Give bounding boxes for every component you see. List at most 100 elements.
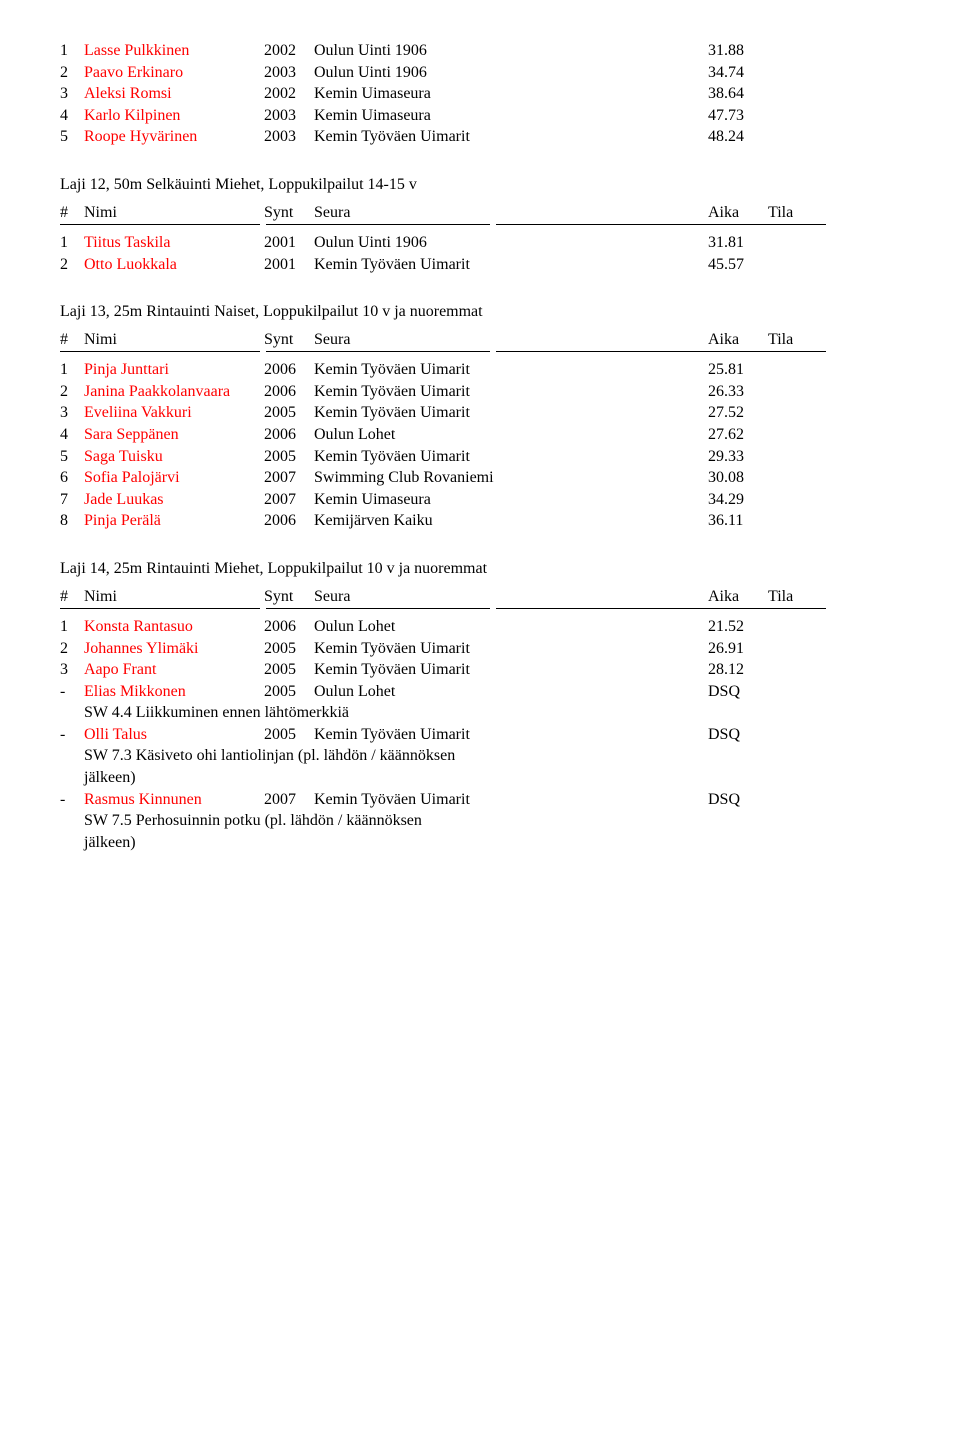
results-section: Laji 12, 50m Selkäuinti Miehet, Loppukil… bbox=[60, 176, 900, 275]
header-tila: Tila bbox=[768, 204, 828, 222]
row-seura: Oulun Lohet bbox=[314, 616, 494, 638]
row-aika: 38.64 bbox=[708, 83, 768, 105]
results-section: Laji 14, 25m Rintauinti Miehet, Loppukil… bbox=[60, 560, 900, 854]
table-row: -Rasmus Kinnunen2007Kemin Työväen Uimari… bbox=[60, 789, 900, 811]
row-num: 4 bbox=[60, 105, 84, 127]
header-aika: Aika bbox=[708, 204, 768, 222]
table-row: 1Tiitus Taskila2001Oulun Uinti 1906 31.81 bbox=[60, 232, 900, 254]
row-aika: 27.52 bbox=[708, 402, 768, 424]
row-num: 3 bbox=[60, 402, 84, 424]
row-name: Tiitus Taskila bbox=[84, 232, 264, 254]
row-aika: 45.57 bbox=[708, 254, 768, 276]
row-seura: Kemin Uimaseura bbox=[314, 105, 494, 127]
table-row: 4Karlo Kilpinen2003Kemin Uimaseura47.73 bbox=[60, 105, 900, 127]
header-num: # bbox=[60, 588, 84, 606]
header-seura: Seura bbox=[314, 331, 494, 349]
table-row: 8Pinja Perälä2006Kemijärven Kaiku36.11 bbox=[60, 510, 900, 532]
row-name: Pinja Perälä bbox=[84, 510, 264, 532]
row-num: - bbox=[60, 724, 84, 746]
row-num: 2 bbox=[60, 254, 84, 276]
table-row: 3Aleksi Romsi2002Kemin Uimaseura38.64 bbox=[60, 83, 900, 105]
row-aika: 26.33 bbox=[708, 381, 768, 403]
row-name: Eveliina Vakkuri bbox=[84, 402, 264, 424]
header-synt: Synt bbox=[264, 204, 314, 222]
row-synt: 2007 bbox=[264, 467, 314, 489]
row-seura: Kemin Työväen Uimarit bbox=[314, 254, 494, 276]
table-row: 1Konsta Rantasuo2006Oulun Lohet21.52 bbox=[60, 616, 900, 638]
row-name: Paavo Erkinaro bbox=[84, 62, 264, 84]
table-row: 5Roope Hyvärinen2003Kemin Työväen Uimari… bbox=[60, 126, 900, 148]
row-synt: 2007 bbox=[264, 789, 314, 811]
row-name: Jade Luukas bbox=[84, 489, 264, 511]
row-num: 8 bbox=[60, 510, 84, 532]
table-divider bbox=[60, 608, 900, 610]
section-title: Laji 13, 25m Rintauinti Naiset, Loppukil… bbox=[60, 303, 900, 321]
row-aika: 31.81 bbox=[708, 232, 768, 254]
table-header-row: #NimiSyntSeuraAikaTila bbox=[60, 588, 900, 606]
row-name: Konsta Rantasuo bbox=[84, 616, 264, 638]
row-seura: Kemin Uimaseura bbox=[314, 83, 494, 105]
row-aika: DSQ bbox=[708, 724, 768, 746]
row-num: 2 bbox=[60, 638, 84, 660]
row-num: 3 bbox=[60, 659, 84, 681]
header-name: Nimi bbox=[84, 588, 264, 606]
row-synt: 2001 bbox=[264, 232, 314, 254]
table-divider bbox=[60, 224, 900, 226]
table-row: -Elias Mikkonen2005Oulun LohetDSQ bbox=[60, 681, 900, 703]
table-row: 7Jade Luukas2007Kemin Uimaseura34.29 bbox=[60, 489, 900, 511]
row-synt: 2006 bbox=[264, 424, 314, 446]
table-header-row: #NimiSyntSeuraAikaTila bbox=[60, 331, 900, 349]
row-name: Johannes Ylimäki bbox=[84, 638, 264, 660]
row-note: SW 7.5 Perhosuinnin potku (pl. lähdön / … bbox=[84, 810, 900, 853]
row-seura: Oulun Uinti 1906 bbox=[314, 40, 494, 62]
results-section: 1Lasse Pulkkinen2002Oulun Uinti 190631.8… bbox=[60, 40, 900, 148]
row-synt: 2005 bbox=[264, 446, 314, 468]
results-section: Laji 13, 25m Rintauinti Naiset, Loppukil… bbox=[60, 303, 900, 532]
row-seura: Kemin Työväen Uimarit bbox=[314, 381, 494, 403]
header-name: Nimi bbox=[84, 204, 264, 222]
table-row: 6Sofia Palojärvi2007Swimming Club Rovani… bbox=[60, 467, 900, 489]
row-seura: Swimming Club Rovaniemi bbox=[314, 467, 494, 489]
row-synt: 2005 bbox=[264, 638, 314, 660]
row-seura: Kemin Työväen Uimarit bbox=[314, 359, 494, 381]
row-aika: 28.12 bbox=[708, 659, 768, 681]
row-aika: 47.73 bbox=[708, 105, 768, 127]
row-name: Pinja Junttari bbox=[84, 359, 264, 381]
row-seura: Kemijärven Kaiku bbox=[314, 510, 494, 532]
header-aika: Aika bbox=[708, 331, 768, 349]
row-num: 1 bbox=[60, 232, 84, 254]
row-num: 5 bbox=[60, 126, 84, 148]
table-divider bbox=[60, 351, 900, 353]
row-num: 3 bbox=[60, 83, 84, 105]
row-name: Janina Paakkolanvaara bbox=[84, 381, 264, 403]
row-aika: 29.33 bbox=[708, 446, 768, 468]
table-row: 2Johannes Ylimäki2005Kemin Työväen Uimar… bbox=[60, 638, 900, 660]
row-synt: 2005 bbox=[264, 659, 314, 681]
table-row: -Olli Talus2005Kemin Työväen UimaritDSQ bbox=[60, 724, 900, 746]
row-aika: 26.91 bbox=[708, 638, 768, 660]
row-name: Sara Seppänen bbox=[84, 424, 264, 446]
row-num: 2 bbox=[60, 62, 84, 84]
row-seura: Kemin Työväen Uimarit bbox=[314, 724, 494, 746]
row-aika: 31.88 bbox=[708, 40, 768, 62]
row-num: - bbox=[60, 681, 84, 703]
header-tila: Tila bbox=[768, 331, 828, 349]
row-synt: 2003 bbox=[264, 105, 314, 127]
row-seura: Kemin Työväen Uimarit bbox=[314, 126, 494, 148]
row-seura: Oulun Uinti 1906 bbox=[314, 232, 494, 254]
row-synt: 2002 bbox=[264, 40, 314, 62]
row-seura: Kemin Työväen Uimarit bbox=[314, 789, 494, 811]
row-note: SW 7.3 Käsiveto ohi lantiolinjan (pl. lä… bbox=[84, 745, 900, 788]
row-aika: 48.24 bbox=[708, 126, 768, 148]
row-num: 1 bbox=[60, 616, 84, 638]
section-title: Laji 12, 50m Selkäuinti Miehet, Loppukil… bbox=[60, 176, 900, 194]
row-name: Saga Tuisku bbox=[84, 446, 264, 468]
row-seura: Kemin Uimaseura bbox=[314, 489, 494, 511]
header-seura: Seura bbox=[314, 204, 494, 222]
row-aika: 34.29 bbox=[708, 489, 768, 511]
header-synt: Synt bbox=[264, 588, 314, 606]
section-title: Laji 14, 25m Rintauinti Miehet, Loppukil… bbox=[60, 560, 900, 578]
row-synt: 2007 bbox=[264, 489, 314, 511]
header-synt: Synt bbox=[264, 331, 314, 349]
row-name: Aleksi Romsi bbox=[84, 83, 264, 105]
